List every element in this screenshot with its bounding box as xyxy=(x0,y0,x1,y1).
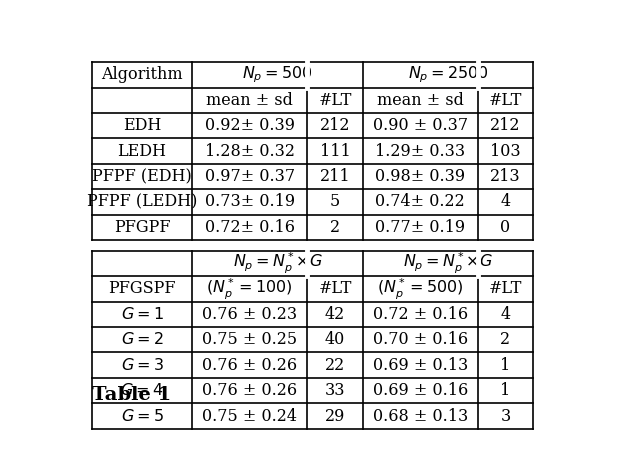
Text: 0.76 ± 0.26: 0.76 ± 0.26 xyxy=(202,357,298,374)
Text: $G{=}2$: $G{=}2$ xyxy=(121,331,163,348)
Text: 103: 103 xyxy=(490,142,521,160)
Text: 0.74± 0.22: 0.74± 0.22 xyxy=(375,193,465,211)
Text: 4: 4 xyxy=(500,306,511,323)
Text: #LT: #LT xyxy=(318,92,351,109)
Text: 212: 212 xyxy=(320,117,350,134)
Text: 0.92± 0.39: 0.92± 0.39 xyxy=(205,117,295,134)
Text: EDH: EDH xyxy=(123,117,161,134)
Text: mean ± sd: mean ± sd xyxy=(377,92,463,109)
Text: 29: 29 xyxy=(324,408,345,425)
Text: 0.75 ± 0.25: 0.75 ± 0.25 xyxy=(202,331,298,348)
Text: 1: 1 xyxy=(500,382,511,399)
Text: 1.29± 0.33: 1.29± 0.33 xyxy=(375,142,465,160)
Text: 0.68 ± 0.13: 0.68 ± 0.13 xyxy=(372,408,468,425)
Text: $G{=}5$: $G{=}5$ xyxy=(120,408,163,425)
Text: 0.72± 0.16: 0.72± 0.16 xyxy=(205,219,295,236)
Text: $N_p{=}500$: $N_p{=}500$ xyxy=(243,64,313,85)
Text: 1.28± 0.32: 1.28± 0.32 xyxy=(205,142,295,160)
Text: 3: 3 xyxy=(500,408,511,425)
Text: 0.76 ± 0.26: 0.76 ± 0.26 xyxy=(202,382,298,399)
Text: 2: 2 xyxy=(330,219,340,236)
Text: $G{=}1$: $G{=}1$ xyxy=(120,306,163,323)
Text: 0.70 ± 0.16: 0.70 ± 0.16 xyxy=(372,331,468,348)
Text: 0.90 ± 0.37: 0.90 ± 0.37 xyxy=(372,117,468,134)
Text: $(N_p^*{=}100)$: $(N_p^*{=}100)$ xyxy=(206,276,293,302)
Text: 42: 42 xyxy=(325,306,345,323)
Text: #LT: #LT xyxy=(489,281,522,297)
Text: 1: 1 xyxy=(500,357,511,374)
Text: 0.97± 0.37: 0.97± 0.37 xyxy=(205,168,295,185)
Text: 22: 22 xyxy=(325,357,345,374)
Text: #LT: #LT xyxy=(318,281,351,297)
Text: 2: 2 xyxy=(500,331,511,348)
Text: 0: 0 xyxy=(500,219,511,236)
Text: 0.98± 0.39: 0.98± 0.39 xyxy=(375,168,465,185)
Text: PFGSPF: PFGSPF xyxy=(108,281,176,297)
Text: 0.73± 0.19: 0.73± 0.19 xyxy=(205,193,295,211)
Text: mean ± sd: mean ± sd xyxy=(206,92,293,109)
Text: 5: 5 xyxy=(330,193,340,211)
Text: 40: 40 xyxy=(325,331,345,348)
Text: 0.69 ± 0.16: 0.69 ± 0.16 xyxy=(372,382,468,399)
Text: Table 1: Table 1 xyxy=(92,386,171,404)
Text: $(N_p^*{=}500)$: $(N_p^*{=}500)$ xyxy=(377,276,463,302)
Text: 213: 213 xyxy=(490,168,521,185)
Text: LEDH: LEDH xyxy=(118,142,166,160)
Text: $N_p{=}2500$: $N_p{=}2500$ xyxy=(408,64,488,85)
Text: 0.76 ± 0.23: 0.76 ± 0.23 xyxy=(202,306,298,323)
Text: $N_p{=}N_p^*{\times}G$: $N_p{=}N_p^*{\times}G$ xyxy=(233,251,323,276)
Text: PFGPF: PFGPF xyxy=(114,219,170,236)
Text: 211: 211 xyxy=(319,168,350,185)
Text: Algorithm: Algorithm xyxy=(101,66,183,84)
Text: 111: 111 xyxy=(319,142,350,160)
Text: 4: 4 xyxy=(500,193,511,211)
Text: 0.75 ± 0.24: 0.75 ± 0.24 xyxy=(202,408,297,425)
Text: 0.72 ± 0.16: 0.72 ± 0.16 xyxy=(372,306,468,323)
Text: 33: 33 xyxy=(324,382,345,399)
Text: $N_p{=}N_p^*{\times}G$: $N_p{=}N_p^*{\times}G$ xyxy=(403,251,493,276)
Text: 0.77± 0.19: 0.77± 0.19 xyxy=(375,219,465,236)
Text: 0.69 ± 0.13: 0.69 ± 0.13 xyxy=(372,357,468,374)
Text: PFPF (LEDH): PFPF (LEDH) xyxy=(87,193,197,211)
Text: 212: 212 xyxy=(490,117,521,134)
Text: $G{=}4$: $G{=}4$ xyxy=(120,382,164,399)
Text: $G{=}3$: $G{=}3$ xyxy=(120,357,163,374)
Text: PFPF (EDH): PFPF (EDH) xyxy=(92,168,192,185)
Text: #LT: #LT xyxy=(489,92,522,109)
